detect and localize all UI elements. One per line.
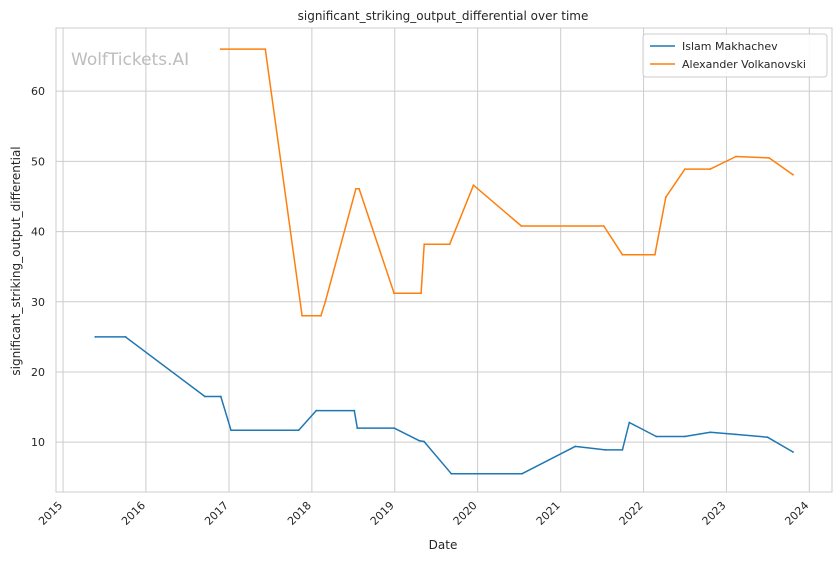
data-point [358, 187, 360, 190]
x-axis-title: Date [429, 538, 458, 552]
data-point [297, 429, 300, 432]
watermark-text: WolfTickets.AI [71, 50, 189, 70]
data-point [355, 187, 357, 190]
y-tick-label: 60 [31, 85, 45, 98]
data-point [684, 168, 686, 171]
data-point [683, 435, 686, 438]
data-point [219, 395, 222, 398]
data-point [393, 427, 395, 429]
data-point [604, 449, 607, 451]
data-point [734, 433, 737, 436]
chart-title: significant_striking_output_differential… [298, 9, 589, 23]
data-point [628, 421, 631, 424]
data-point [204, 395, 206, 398]
plot-frame [55, 27, 833, 493]
data-point [420, 292, 422, 295]
data-point [124, 336, 127, 338]
legend-label: Alexander Volkanovski [682, 58, 806, 71]
data-point [621, 253, 624, 256]
data-point [574, 445, 577, 448]
y-tick-label: 40 [31, 226, 45, 239]
data-point [709, 168, 712, 171]
data-point [264, 48, 267, 50]
data-point [792, 173, 794, 176]
data-point [520, 225, 523, 227]
data-point [768, 157, 770, 159]
data-point [353, 409, 356, 412]
data-point [709, 431, 712, 434]
data-point [324, 300, 327, 303]
data-point [655, 435, 658, 438]
data-point [621, 449, 624, 451]
legend-label: Islam Makhachev [682, 40, 778, 53]
data-point [664, 196, 667, 199]
data-point [320, 314, 322, 317]
data-point [766, 436, 769, 439]
data-point [423, 440, 425, 443]
data-point [418, 439, 421, 442]
data-point [521, 472, 523, 475]
data-point [735, 155, 737, 158]
series-line-0 [95, 336, 794, 475]
y-tick-label: 30 [31, 296, 45, 309]
legend: Islam Makhachev Alexander Volkanovski [642, 33, 828, 78]
data-point [602, 225, 605, 227]
data-point [472, 184, 475, 187]
data-point [94, 336, 97, 338]
series-line-1 [220, 48, 794, 317]
y-tick-label: 50 [31, 155, 45, 168]
series-layer [94, 48, 794, 475]
data-point [792, 451, 794, 453]
grid [56, 28, 832, 492]
data-point [450, 472, 453, 475]
y-tick-label: 10 [31, 436, 45, 449]
y-tick-label: 20 [31, 366, 45, 379]
data-point [219, 48, 222, 50]
data-point [230, 429, 232, 432]
y-axis-title: significant_striking_output_differential [9, 146, 23, 375]
data-point [448, 243, 451, 246]
data-point [315, 409, 318, 412]
data-point [393, 292, 395, 295]
data-point [356, 427, 359, 429]
data-point [301, 314, 303, 317]
data-point [654, 253, 656, 256]
data-point [423, 243, 426, 246]
legend-box [642, 33, 828, 78]
